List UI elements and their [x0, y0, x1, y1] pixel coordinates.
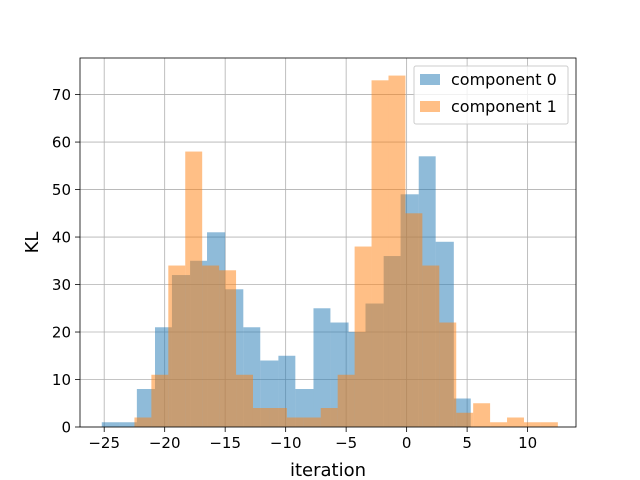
x-tick-label: −20 — [149, 434, 181, 452]
series-component-1 — [134, 75, 558, 428]
histogram-bar — [371, 80, 389, 427]
histogram-bar — [202, 265, 220, 427]
histogram-bar — [405, 213, 423, 427]
x-tick-label: 10 — [518, 434, 537, 452]
histogram-bar — [313, 308, 331, 427]
y-tick-label: 70 — [52, 86, 71, 104]
histogram-bar — [185, 151, 203, 428]
y-tick-label: 60 — [52, 134, 71, 152]
histogram-bar — [119, 422, 137, 427]
histogram-bar — [269, 408, 287, 427]
histogram-bar — [286, 417, 304, 427]
x-tick-label: 5 — [462, 434, 472, 452]
histogram-bar — [540, 422, 558, 427]
histogram-bar — [320, 408, 338, 427]
x-tick-label: −25 — [88, 434, 120, 452]
histogram-bar — [507, 417, 524, 427]
x-tick-label: −15 — [209, 434, 241, 452]
histogram-bar — [422, 265, 440, 427]
legend: component 0 component 1 — [413, 65, 569, 125]
histogram-bar — [388, 75, 406, 428]
legend-box — [413, 65, 569, 125]
histogram-bar — [101, 422, 120, 427]
y-tick-label: 20 — [52, 324, 71, 342]
y-tick-label: 0 — [61, 419, 71, 437]
histogram-bar — [219, 270, 237, 427]
histogram-bar — [134, 417, 152, 427]
y-tick-label: 50 — [52, 181, 71, 199]
x-tick-label: 0 — [402, 434, 412, 452]
axis-ticks: −25 −20 −15 −10 −5 0 5 10 0 10 20 30 40 50 60 70 — [52, 86, 537, 452]
histogram-bar — [337, 374, 355, 427]
histogram-bar — [523, 422, 541, 427]
histogram-bar — [303, 417, 321, 427]
histogram-bar — [354, 246, 372, 427]
histogram-bar — [490, 422, 508, 427]
legend-swatch-component-0 — [420, 74, 440, 85]
histogram-bar — [252, 408, 270, 427]
legend-label-component-0: component 0 — [451, 70, 557, 89]
histogram-bar — [439, 322, 457, 427]
histogram-bars — [101, 75, 558, 428]
histogram-bar — [236, 374, 253, 427]
y-tick-label: 10 — [52, 371, 71, 389]
histogram-bar — [456, 412, 474, 427]
y-axis-label: KL — [22, 232, 43, 254]
x-axis-label: iteration — [290, 460, 366, 480]
legend-swatch-component-1 — [420, 101, 440, 112]
plot-frame — [79, 57, 577, 428]
x-tick-label: −5 — [335, 434, 357, 452]
y-tick-label: 40 — [52, 229, 71, 247]
histogram-bar — [473, 403, 491, 427]
y-tick-label: 30 — [52, 276, 71, 294]
legend-label-component-1: component 1 — [451, 97, 557, 116]
histogram-bar — [151, 374, 169, 427]
x-tick-label: −10 — [270, 434, 302, 452]
histogram-bar — [168, 265, 186, 427]
